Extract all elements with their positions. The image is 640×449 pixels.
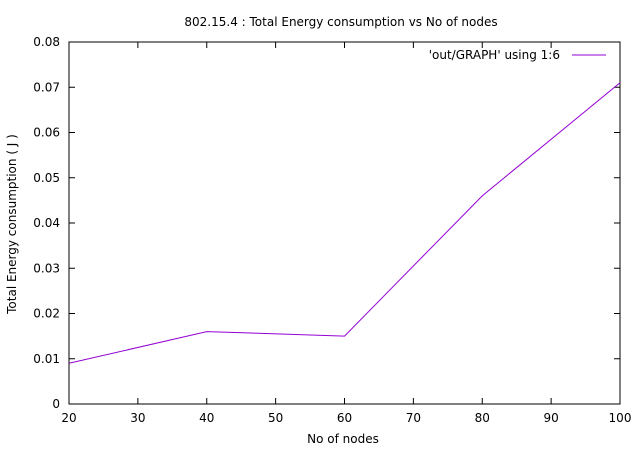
x-tick-label: 90 — [543, 411, 558, 425]
x-tick-label: 70 — [406, 411, 421, 425]
x-tick-label: 100 — [609, 411, 632, 425]
x-tick-label: 80 — [475, 411, 490, 425]
chart-title: 802.15.4 : Total Energy consumption vs N… — [184, 15, 497, 29]
y-tick-label: 0.05 — [33, 171, 60, 185]
y-tick-label: 0.06 — [33, 126, 60, 140]
y-axis: 0 0.01 0.02 0.03 0.04 0.05 0.06 0.07 0.08 — [33, 35, 620, 411]
y-axis-label: Total Energy consumption ( J ) — [5, 134, 19, 315]
legend-label: 'out/GRAPH' using 1:6 — [429, 48, 560, 62]
series-line — [68, 82, 621, 364]
y-tick-label: 0.08 — [33, 35, 60, 49]
plot-frame — [68, 41, 621, 405]
x-tick-label: 50 — [268, 411, 283, 425]
y-tick-label: 0 — [52, 397, 60, 411]
y-tick-label: 0.07 — [33, 80, 60, 94]
x-tick-label: 20 — [61, 411, 76, 425]
plot-area: 20 30 40 50 60 70 80 90 100 0 0.01 0.02 0.03 0.04 0.0… — [33, 35, 631, 425]
y-tick-label: 0.01 — [33, 352, 60, 366]
x-tick-label: 60 — [337, 411, 352, 425]
legend: 'out/GRAPH' using 1:6 — [429, 48, 606, 62]
y-tick-label: 0.02 — [33, 307, 60, 321]
x-tick-label: 30 — [130, 411, 145, 425]
series-layer — [68, 82, 621, 364]
x-tick-label: 40 — [199, 411, 214, 425]
x-axis: 20 30 40 50 60 70 80 90 100 — [61, 42, 631, 425]
y-tick-label: 0.04 — [33, 216, 60, 230]
x-axis-label: No of nodes — [307, 432, 379, 446]
y-tick-label: 0.03 — [33, 261, 60, 275]
